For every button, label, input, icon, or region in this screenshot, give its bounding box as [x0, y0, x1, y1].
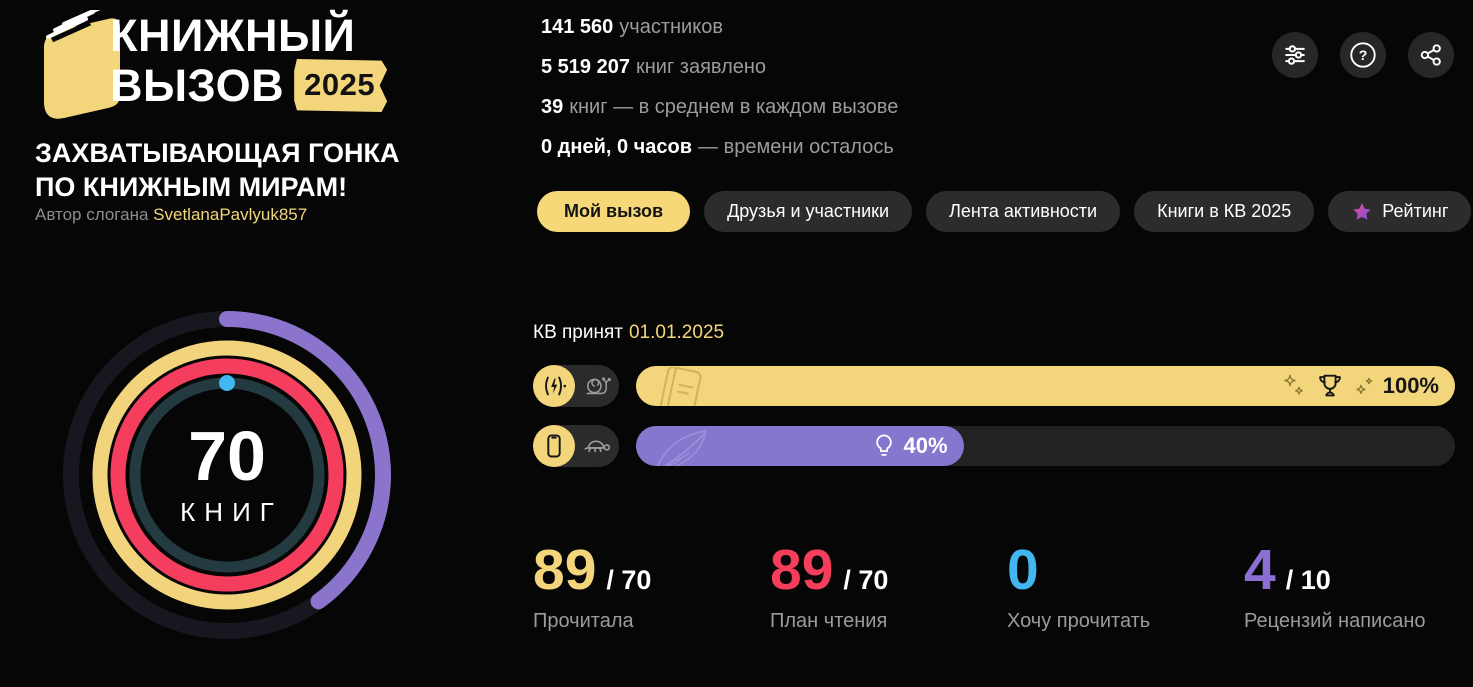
logo-title-line1: КНИЖНЫЙ: [110, 10, 356, 61]
logo-title: КНИЖНЫЙ ВЫЗОВ 2025: [110, 10, 388, 112]
slogan-author: Автор слогана SvetlanaPavlyuk857: [35, 205, 308, 224]
stat-books-declared: 5 519 207 книг заявлено: [541, 56, 767, 78]
slogan: ЗАХВАТЫВАЮЩАЯ ГОНКА ПО КНИЖНЫМ МИРАМ!: [35, 138, 400, 202]
reviews-ring-arc: [63, 311, 391, 639]
global-stats: 141 560 участников 5 519 207 книг заявлено…: [541, 16, 898, 176]
help-button[interactable]: ?: [1340, 32, 1386, 78]
stat-average-books: 39 книг — в среднем в каждом вызове: [541, 96, 899, 118]
reviews-progress-fill: 40%: [636, 426, 964, 466]
counter-reading-plan[interactable]: 89 / 70 План чтения: [770, 538, 889, 633]
header-actions: ?: [1272, 32, 1454, 78]
logo-title-line2: ВЫЗОВ: [110, 60, 285, 111]
snail-icon[interactable]: [575, 372, 619, 400]
tab-my-challenge[interactable]: Мой вызов: [537, 191, 691, 232]
book-logo-icon: [28, 6, 128, 127]
stat-participants: 141 560 участников: [541, 16, 723, 38]
share-button[interactable]: [1408, 32, 1454, 78]
turtle-icon[interactable]: [575, 431, 619, 461]
feather-ghost-icon: [648, 427, 726, 466]
counter-reviews-written[interactable]: 4 / 10 Рецензий написано: [1244, 538, 1426, 633]
tab-books-kv-2025[interactable]: Книги в КВ 2025: [1134, 191, 1315, 232]
trophy-icon: [1318, 374, 1341, 397]
reading-progress-fill: 100%: [636, 366, 1455, 406]
sparkles-icon: [1284, 374, 1303, 395]
format-toggle-phone-turtle[interactable]: [533, 425, 619, 467]
reading-progress-row: 100%: [533, 365, 1455, 407]
smartphone-icon[interactable]: [533, 425, 575, 467]
sparkles-icon: [1356, 377, 1372, 394]
reviews-progress-track: 40%: [636, 426, 1455, 466]
reading-progress-track: 100%: [636, 366, 1455, 406]
question-icon: ?: [1350, 42, 1376, 68]
accepted-date: 01.01.2025: [628, 322, 725, 343]
pace-toggle-fast-slow[interactable]: [533, 365, 619, 407]
wishlist-marker-dot: [219, 375, 235, 391]
tab-activity-feed[interactable]: Лента активности: [926, 191, 1121, 232]
tab-friends-participants[interactable]: Друзья и участники: [704, 191, 913, 232]
reading-progress-percent: 100%: [1382, 373, 1439, 398]
battery-charging-icon[interactable]: [533, 365, 575, 407]
tabs: Мой вызов Друзья и участники Лента актив…: [537, 191, 1472, 232]
book-ghost-icon: [648, 366, 712, 406]
year-badge: 2025: [294, 59, 388, 112]
svg-text:?: ?: [1359, 47, 1368, 63]
stat-time-left: 0 дней, 0 часов — времени осталось: [541, 136, 894, 158]
slogan-author-link[interactable]: SvetlanaPavlyuk857: [153, 205, 308, 224]
wishlist-ring: [129, 377, 325, 573]
tab-rating[interactable]: Рейтинг: [1328, 191, 1472, 232]
plan-ring: [110, 358, 344, 592]
share-icon: [1420, 44, 1441, 66]
star-icon: [1353, 202, 1372, 220]
progress-rings-widget: 70 КНИГ: [57, 305, 397, 645]
reviews-progress-row: 40%: [533, 425, 1455, 467]
read-ring: [92, 340, 362, 610]
challenge-counters: 89 / 70 Прочитала 89 / 70 План чтения 0 …: [533, 542, 1473, 633]
counter-read[interactable]: 89 / 70 Прочитала: [533, 538, 652, 633]
challenge-accepted-line: КВ принят 01.01.2025: [533, 322, 725, 343]
reviews-progress-percent: 40%: [903, 433, 948, 458]
sliders-icon: [1285, 45, 1305, 65]
counter-want-to-read[interactable]: 0 Хочу прочитать: [1007, 538, 1151, 633]
settings-button[interactable]: [1272, 32, 1318, 78]
lightbulb-icon: [875, 434, 892, 456]
